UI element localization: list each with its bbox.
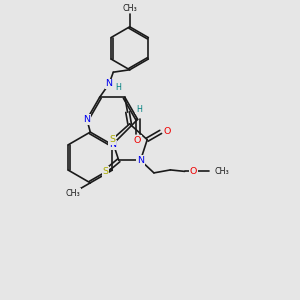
Text: O: O <box>164 128 171 136</box>
Text: CH₃: CH₃ <box>214 167 229 176</box>
Text: S: S <box>109 135 115 144</box>
Text: N: N <box>83 115 90 124</box>
Text: O: O <box>190 167 197 176</box>
Text: CH₃: CH₃ <box>122 4 137 13</box>
Text: N: N <box>106 80 112 88</box>
Text: S: S <box>103 167 109 176</box>
Text: N: N <box>137 156 144 165</box>
Text: CH₃: CH₃ <box>65 188 80 197</box>
Text: H: H <box>116 83 122 92</box>
Text: N: N <box>109 140 116 149</box>
Text: O: O <box>134 136 141 145</box>
Text: H: H <box>136 105 142 114</box>
